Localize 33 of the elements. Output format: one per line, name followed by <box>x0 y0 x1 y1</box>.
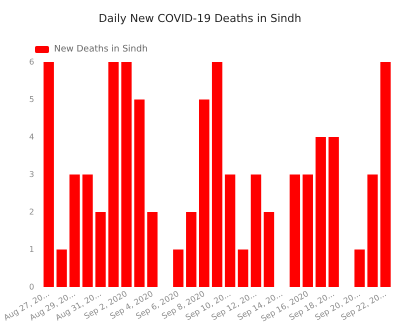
bar <box>173 250 184 287</box>
bar <box>302 174 313 287</box>
bar <box>147 212 158 287</box>
bar <box>316 137 326 287</box>
bar <box>82 174 93 287</box>
y-tick-label: 2 <box>29 208 34 216</box>
y-tick-label: 1 <box>29 245 34 254</box>
y-tick-label: 3 <box>29 170 34 179</box>
y-tick-label: 4 <box>29 132 34 142</box>
chart-title: Daily New COVID-19 Deaths in Sindh <box>98 12 302 25</box>
bar <box>354 250 365 287</box>
bar <box>212 62 222 287</box>
bar <box>69 174 80 287</box>
legend-label: New Deaths in Sindh <box>54 44 148 54</box>
bar <box>224 174 236 287</box>
bar <box>44 62 54 287</box>
bar <box>95 212 106 287</box>
bar <box>199 100 210 287</box>
bar <box>367 174 378 287</box>
y-tick-label: 6 <box>29 58 34 66</box>
bar <box>121 62 132 287</box>
bar <box>380 62 391 287</box>
bar <box>264 212 274 287</box>
bar <box>56 250 67 287</box>
bar <box>250 174 262 287</box>
bar <box>108 62 119 287</box>
bar <box>134 100 145 287</box>
bar <box>290 174 300 287</box>
y-tick-label: 5 <box>29 95 34 104</box>
bar <box>186 212 196 287</box>
y-tick-label: 0 <box>29 282 34 292</box>
bar <box>328 137 339 287</box>
bar <box>238 250 248 287</box>
